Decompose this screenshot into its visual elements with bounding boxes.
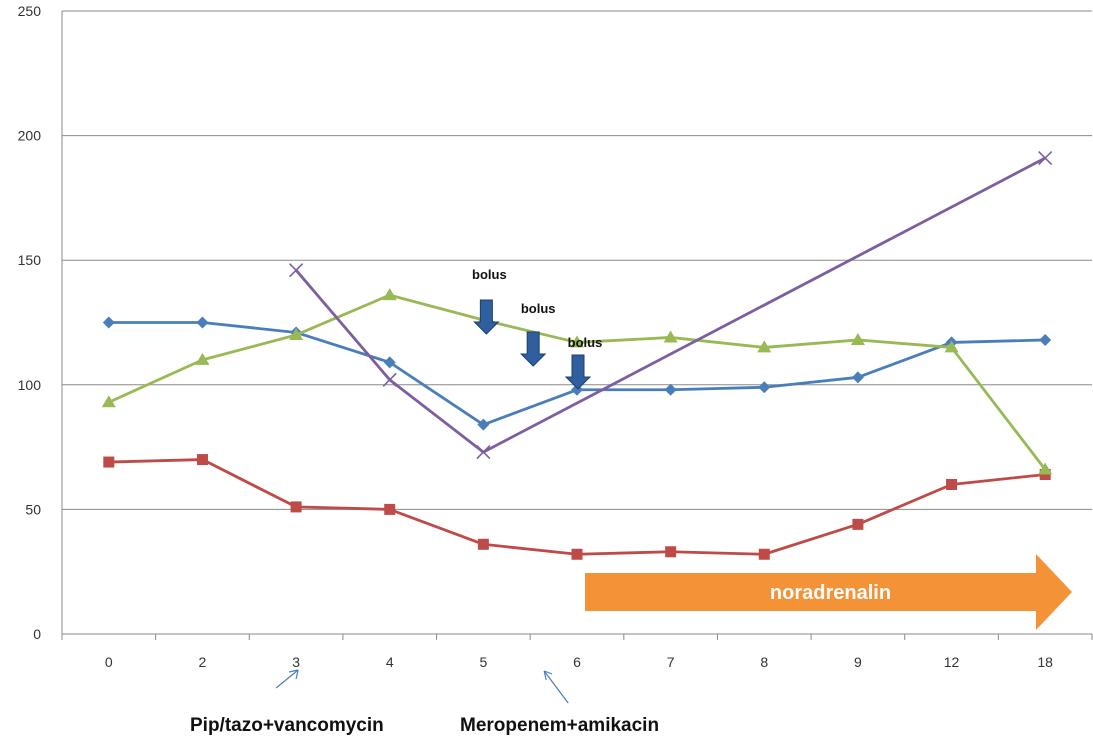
data-point [1039, 333, 1052, 346]
bolus-annotation: bolus [521, 301, 556, 316]
data-point [102, 316, 115, 329]
y-tick-label: 150 [18, 252, 42, 268]
bolus-arrow-icon [473, 299, 500, 335]
data-point [477, 418, 490, 431]
bolus-arrow-icon [519, 331, 547, 367]
data-point [382, 372, 397, 387]
data-point [570, 335, 584, 348]
bolus-annotation: bolus [568, 335, 603, 350]
y-tick-label: 100 [18, 377, 42, 393]
x-tick-label: 2 [199, 654, 207, 670]
data-point [1038, 462, 1053, 475]
data-point [665, 546, 677, 558]
y-tick-label: 0 [33, 626, 41, 642]
y-tick-label: 200 [18, 128, 42, 144]
series-4 [289, 150, 1053, 460]
data-point [196, 316, 209, 329]
series-3 [101, 288, 1053, 475]
data-point [383, 356, 396, 369]
noradrenalin-arrow [585, 554, 1072, 630]
x-tick-label: 12 [944, 654, 960, 670]
x-tick-label: 9 [854, 654, 862, 670]
data-point [852, 518, 864, 530]
data-point [289, 327, 304, 340]
data-point [382, 288, 397, 301]
bolus-annotation: bolus [472, 267, 507, 282]
series-line [108, 458, 1046, 556]
x-tick-label: 4 [386, 654, 394, 670]
data-point [664, 383, 677, 396]
x-tick-label: 6 [573, 654, 581, 670]
x-tick-label: 5 [479, 654, 487, 670]
treatment-label: Meropenem+amikacin [460, 715, 659, 736]
series-2 [103, 454, 1051, 560]
data-point [850, 332, 865, 345]
bolus-arrow-icon [564, 354, 592, 390]
data-point [290, 501, 302, 513]
treatment-label: Pip/tazo+vancomycin [190, 715, 384, 736]
x-tick-label: 0 [105, 654, 113, 670]
treatment-pointer [543, 670, 569, 704]
x-tick-label: 8 [760, 654, 768, 670]
y-tick-label: 50 [25, 501, 41, 517]
data-point [944, 340, 959, 353]
data-point [476, 445, 491, 460]
y-tick-label: 250 [18, 3, 42, 19]
data-point [289, 263, 304, 278]
treatment-pointer-head [288, 669, 299, 680]
data-point [758, 548, 770, 560]
data-point [384, 503, 396, 515]
data-point [196, 454, 208, 466]
data-point [758, 381, 771, 394]
x-tick-label: 7 [667, 654, 675, 670]
data-point [195, 352, 210, 365]
x-tick-label: 3 [292, 654, 300, 670]
data-point [477, 538, 489, 550]
data-point [1038, 150, 1053, 166]
data-point [663, 330, 678, 343]
treatment-pointer [275, 669, 299, 689]
data-point [571, 548, 583, 560]
data-point [101, 395, 116, 408]
x-tick-label: 18 [1037, 654, 1053, 670]
treatment-pointer-head [543, 670, 553, 681]
noradrenalin-label: noradrenalin [770, 582, 891, 604]
series-line [295, 156, 1046, 454]
data-point [946, 478, 958, 490]
data-point [757, 340, 772, 353]
data-point [103, 456, 115, 468]
data-point [851, 371, 864, 384]
